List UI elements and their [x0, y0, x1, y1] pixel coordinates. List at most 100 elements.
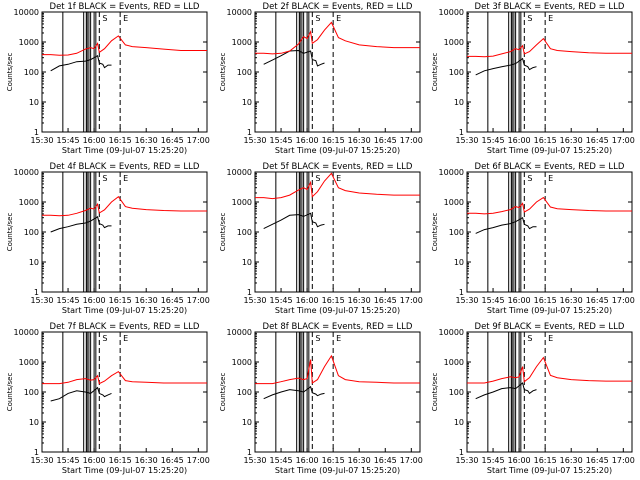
- y-tick-label: 10: [29, 98, 39, 107]
- y-tick-label: 1: [459, 448, 464, 457]
- x-axis-label: Start Time (09-Jul-07 15:25:20): [487, 306, 612, 315]
- x-tick-label: 16:30: [348, 296, 371, 305]
- y-tick-label: 10: [454, 418, 464, 427]
- marker-label: S: [527, 334, 532, 343]
- x-tick-label: 16:15: [322, 136, 345, 145]
- panel: Det 4f BLACK = Events, RED = LLD 1 10 100 10…: [6, 162, 210, 315]
- x-tick-label: 15:30: [243, 296, 266, 305]
- y-tick-label: 100: [24, 68, 39, 77]
- panel-title: Det 9f BLACK = Events, RED = LLD: [475, 322, 625, 332]
- y-axis-label: Counts/sec: [6, 373, 14, 412]
- x-axis-label: Start Time (09-Jul-07 15:25:20): [487, 146, 612, 155]
- y-tick-label: 1000: [19, 198, 39, 207]
- x-tick-label: 15:30: [30, 456, 53, 465]
- x-tick-label: 16:15: [109, 296, 132, 305]
- x-tick-label: 17:00: [187, 136, 210, 145]
- plot-frame: [41, 11, 208, 133]
- marker-label: S: [102, 14, 107, 23]
- marker-label: S: [527, 174, 532, 183]
- x-axis-label: Start Time (09-Jul-07 15:25:20): [62, 306, 187, 315]
- panel-title: Det 6f BLACK = Events, RED = LLD: [475, 162, 625, 172]
- panel: Det 9f BLACK = Events, RED = LLD 1 10 100 10…: [431, 322, 635, 475]
- plot-frame: [41, 331, 208, 453]
- marker-label: E: [336, 174, 341, 183]
- y-tick-label: 1: [247, 288, 252, 297]
- x-tick-label: 16:00: [296, 136, 319, 145]
- x-tick-label: 16:30: [135, 456, 158, 465]
- y-tick-label: 10: [29, 418, 39, 427]
- y-axis-label: Counts/sec: [219, 373, 227, 412]
- marker-label: S: [315, 14, 320, 23]
- panel: Det 3f BLACK = Events, RED = LLD 1 10 100 10…: [431, 2, 635, 155]
- y-tick-label: 1: [247, 448, 252, 457]
- y-tick-label: 100: [24, 388, 39, 397]
- events-series-line: [50, 386, 112, 402]
- x-tick-label: 15:45: [482, 136, 505, 145]
- panel: Det 6f BLACK = Events, RED = LLD 1 10 100 10…: [431, 162, 635, 315]
- x-tick-label: 16:45: [374, 136, 397, 145]
- marker-label: E: [123, 14, 128, 23]
- x-tick-label: 17:00: [612, 296, 635, 305]
- x-tick-label: 16:30: [135, 296, 158, 305]
- x-tick-label: 15:30: [243, 456, 266, 465]
- y-tick-label: 1: [34, 448, 39, 457]
- y-tick-label: 10: [242, 258, 252, 267]
- x-tick-label: 16:15: [534, 296, 557, 305]
- y-axis-label: Counts/sec: [6, 213, 14, 252]
- lld-series-line: [42, 370, 207, 385]
- x-tick-label: 16:15: [109, 136, 132, 145]
- lld-series-line: [255, 172, 420, 200]
- x-tick-label: 17:00: [400, 456, 423, 465]
- y-tick-label: 10: [242, 418, 252, 427]
- x-tick-label: 16:45: [586, 296, 609, 305]
- x-tick-label: 15:30: [243, 136, 266, 145]
- marker-label: E: [548, 334, 553, 343]
- y-tick-label: 10000: [227, 8, 252, 17]
- y-axis-label: Counts/sec: [431, 213, 439, 252]
- x-tick-label: 17:00: [400, 136, 423, 145]
- y-tick-label: 1000: [19, 358, 39, 367]
- y-tick-label: 10000: [14, 168, 39, 177]
- x-tick-label: 17:00: [612, 456, 635, 465]
- events-series-line: [50, 54, 112, 72]
- y-tick-label: 1: [459, 128, 464, 137]
- lld-series-line: [467, 356, 632, 384]
- panel-title: Det 4f BLACK = Events, RED = LLD: [50, 162, 200, 172]
- panel-title: Det 8f BLACK = Events, RED = LLD: [263, 322, 413, 332]
- x-tick-label: 16:30: [135, 136, 158, 145]
- x-tick-label: 15:45: [482, 296, 505, 305]
- x-tick-label: 16:30: [348, 456, 371, 465]
- x-tick-label: 16:00: [508, 456, 531, 465]
- y-tick-label: 10000: [439, 8, 464, 17]
- x-tick-label: 17:00: [400, 296, 423, 305]
- panel: Det 8f BLACK = Events, RED = LLD 1 10 100 10…: [219, 322, 423, 475]
- marker-label: E: [336, 14, 341, 23]
- x-axis-label: Start Time (09-Jul-07 15:25:20): [62, 466, 187, 475]
- x-tick-label: 16:15: [109, 456, 132, 465]
- lld-series-line: [467, 37, 632, 58]
- events-series-line: [50, 216, 112, 233]
- y-tick-label: 1000: [19, 38, 39, 47]
- y-tick-label: 100: [449, 68, 464, 77]
- y-tick-label: 100: [237, 388, 252, 397]
- x-tick-label: 15:30: [30, 136, 53, 145]
- plot-frame: [254, 11, 421, 133]
- marker-label: E: [548, 14, 553, 23]
- x-tick-label: 15:45: [57, 456, 80, 465]
- y-tick-label: 100: [237, 68, 252, 77]
- panel: Det 1f BLACK = Events, RED = LLD 1 10 100 10…: [6, 2, 210, 155]
- x-axis-label: Start Time (09-Jul-07 15:25:20): [275, 466, 400, 475]
- marker-label: E: [123, 174, 128, 183]
- x-tick-label: 17:00: [187, 296, 210, 305]
- x-tick-label: 15:45: [270, 296, 293, 305]
- x-tick-label: 16:45: [374, 456, 397, 465]
- lld-series-line: [467, 196, 632, 215]
- x-tick-label: 16:00: [296, 296, 319, 305]
- x-tick-label: 16:15: [322, 296, 345, 305]
- x-tick-label: 15:45: [270, 456, 293, 465]
- marker-label: E: [336, 334, 341, 343]
- x-tick-label: 15:30: [30, 296, 53, 305]
- panel: Det 2f BLACK = Events, RED = LLD 1 10 100 10…: [219, 2, 423, 155]
- y-tick-label: 100: [449, 228, 464, 237]
